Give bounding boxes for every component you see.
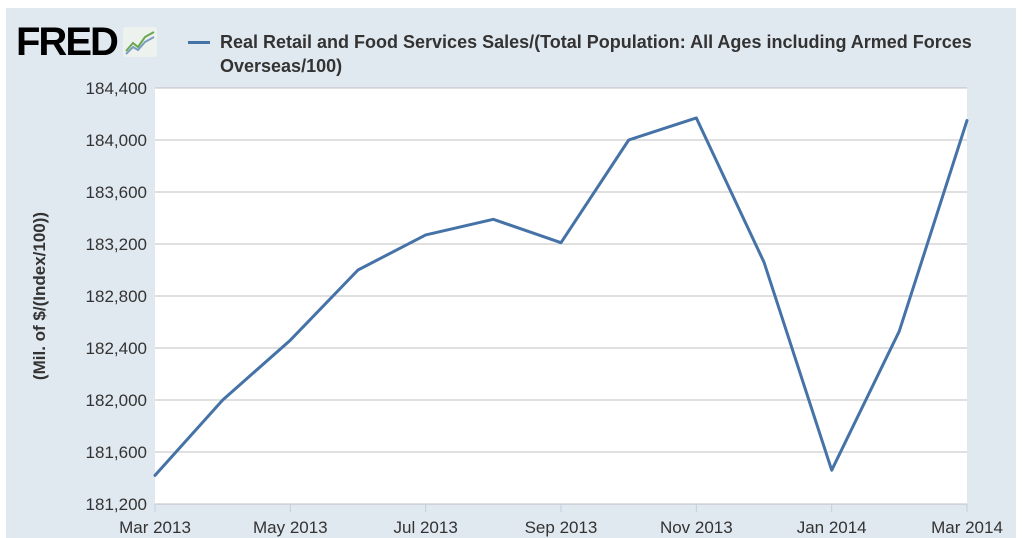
y-tick-label: 182,800: [86, 287, 147, 306]
x-tick-label: Jan 2014: [797, 518, 867, 537]
legend-swatch: [188, 41, 210, 44]
y-tick-label: 184,400: [86, 79, 147, 98]
y-axis-label: (Mil. of $/(Index/100)): [30, 212, 49, 380]
x-tick-label: Jul 2013: [394, 518, 458, 537]
x-tick-label: Mar 2014: [931, 518, 1003, 537]
y-tick-label: 183,200: [86, 235, 147, 254]
chart-line-icon: [122, 27, 157, 57]
y-tick-label: 182,400: [86, 339, 147, 358]
x-tick-label: May 2013: [253, 518, 328, 537]
fred-logo-text: FRED: [16, 20, 119, 64]
chart-legend: Real Retail and Food Services Sales/(Tot…: [188, 30, 988, 78]
x-tick-label: Sep 2013: [525, 518, 598, 537]
x-tick-label: Nov 2013: [660, 518, 733, 537]
legend-series-label: Real Retail and Food Services Sales/(Tot…: [220, 32, 972, 76]
y-tick-label: 182,000: [86, 391, 147, 410]
y-tick-label: 184,000: [86, 131, 147, 150]
series-line: [153, 116, 969, 477]
fred-logo: FRED: [16, 22, 157, 62]
y-tick-labels: 184,400 184,000 183,600 183,200 182,800 182,4…: [86, 79, 147, 514]
y-tick-label: 181,200: [86, 495, 147, 514]
x-tick-labels: Mar 2013 May 2013 Jul 2013 Sep 2013 Nov 2013…: [119, 504, 1003, 537]
y-tick-label: 181,600: [86, 443, 147, 462]
y-tick-label: 183,600: [86, 183, 147, 202]
x-tick-label: Mar 2013: [119, 518, 191, 537]
